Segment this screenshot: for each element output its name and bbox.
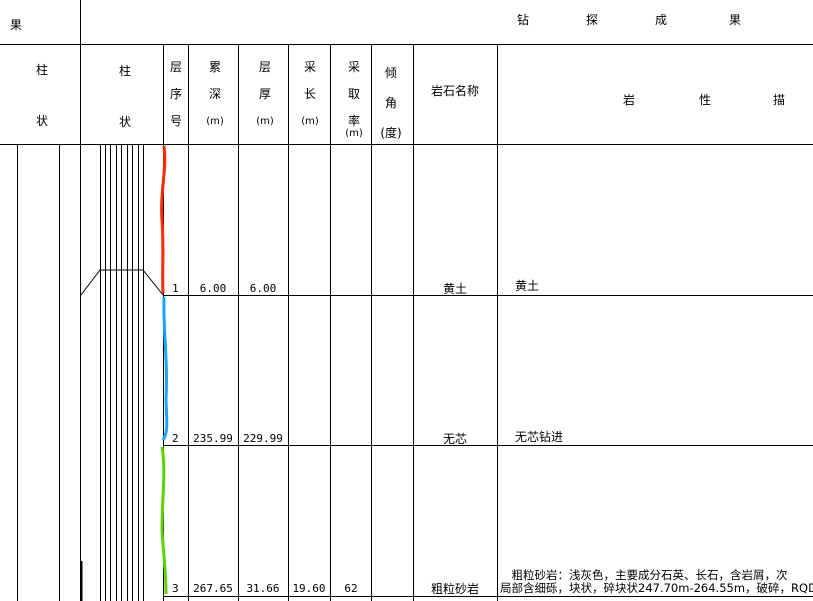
description-header: 描 [772,93,786,107]
layer-curve-3 [160,446,168,595]
col1-header: 状 [35,114,49,128]
description: 无芯钻进 [515,430,564,444]
thickness-header: 层厚 (m) [256,60,274,127]
cum-depth: 6.00 [199,282,227,295]
layer-no: 2 [172,432,179,445]
description: 黄土 [515,279,540,293]
recovery: 62 [344,582,358,595]
description-line: 粗粒砂岩：浅灰色，主要成分石英、长石，含岩屑，次 [500,568,788,582]
header-left-title: 果 [10,18,23,32]
rock-name: 无芯 [442,432,468,446]
sample-length: 19.60 [292,582,326,595]
layer-curve-2 [161,296,169,441]
cum-depth: 267.65 [193,582,233,595]
rock-name: 粗粒砂岩 [430,582,480,596]
description-header: 岩 [622,93,636,107]
layer-no-header: 层序号 [169,60,183,128]
description-header: 性 [698,93,712,107]
title-char: 钻 [516,13,530,27]
sample-length-header: 采长 (m) [301,60,319,127]
recovery-header: 采取率 (m) [345,60,363,139]
title-char: 探 [585,13,599,27]
cum-depth-header: 累深 (m) [206,60,224,127]
col1-header: 柱 [35,63,49,77]
rock-name-header: 岩石名称 [430,84,480,98]
title-char: 成 [654,13,668,27]
rock-name: 黄土 [442,282,468,296]
description-line: 局部含细砾，块状，碎块状247.70m-264.55m，破碎，RQD [500,581,813,595]
thickness: 6.00 [249,282,277,295]
thickness: 31.66 [246,582,280,595]
thickness: 229.99 [243,432,283,445]
cum-depth: 235.99 [193,432,233,445]
col2-header: 状 [118,115,132,129]
layer-curve-1 [160,145,167,294]
layer-no: 3 [172,582,179,595]
dip-header: 倾角 (度) [380,66,402,140]
title-char: 果 [728,13,742,27]
col2-header: 柱 [118,64,132,78]
layer-no: 1 [172,282,179,295]
